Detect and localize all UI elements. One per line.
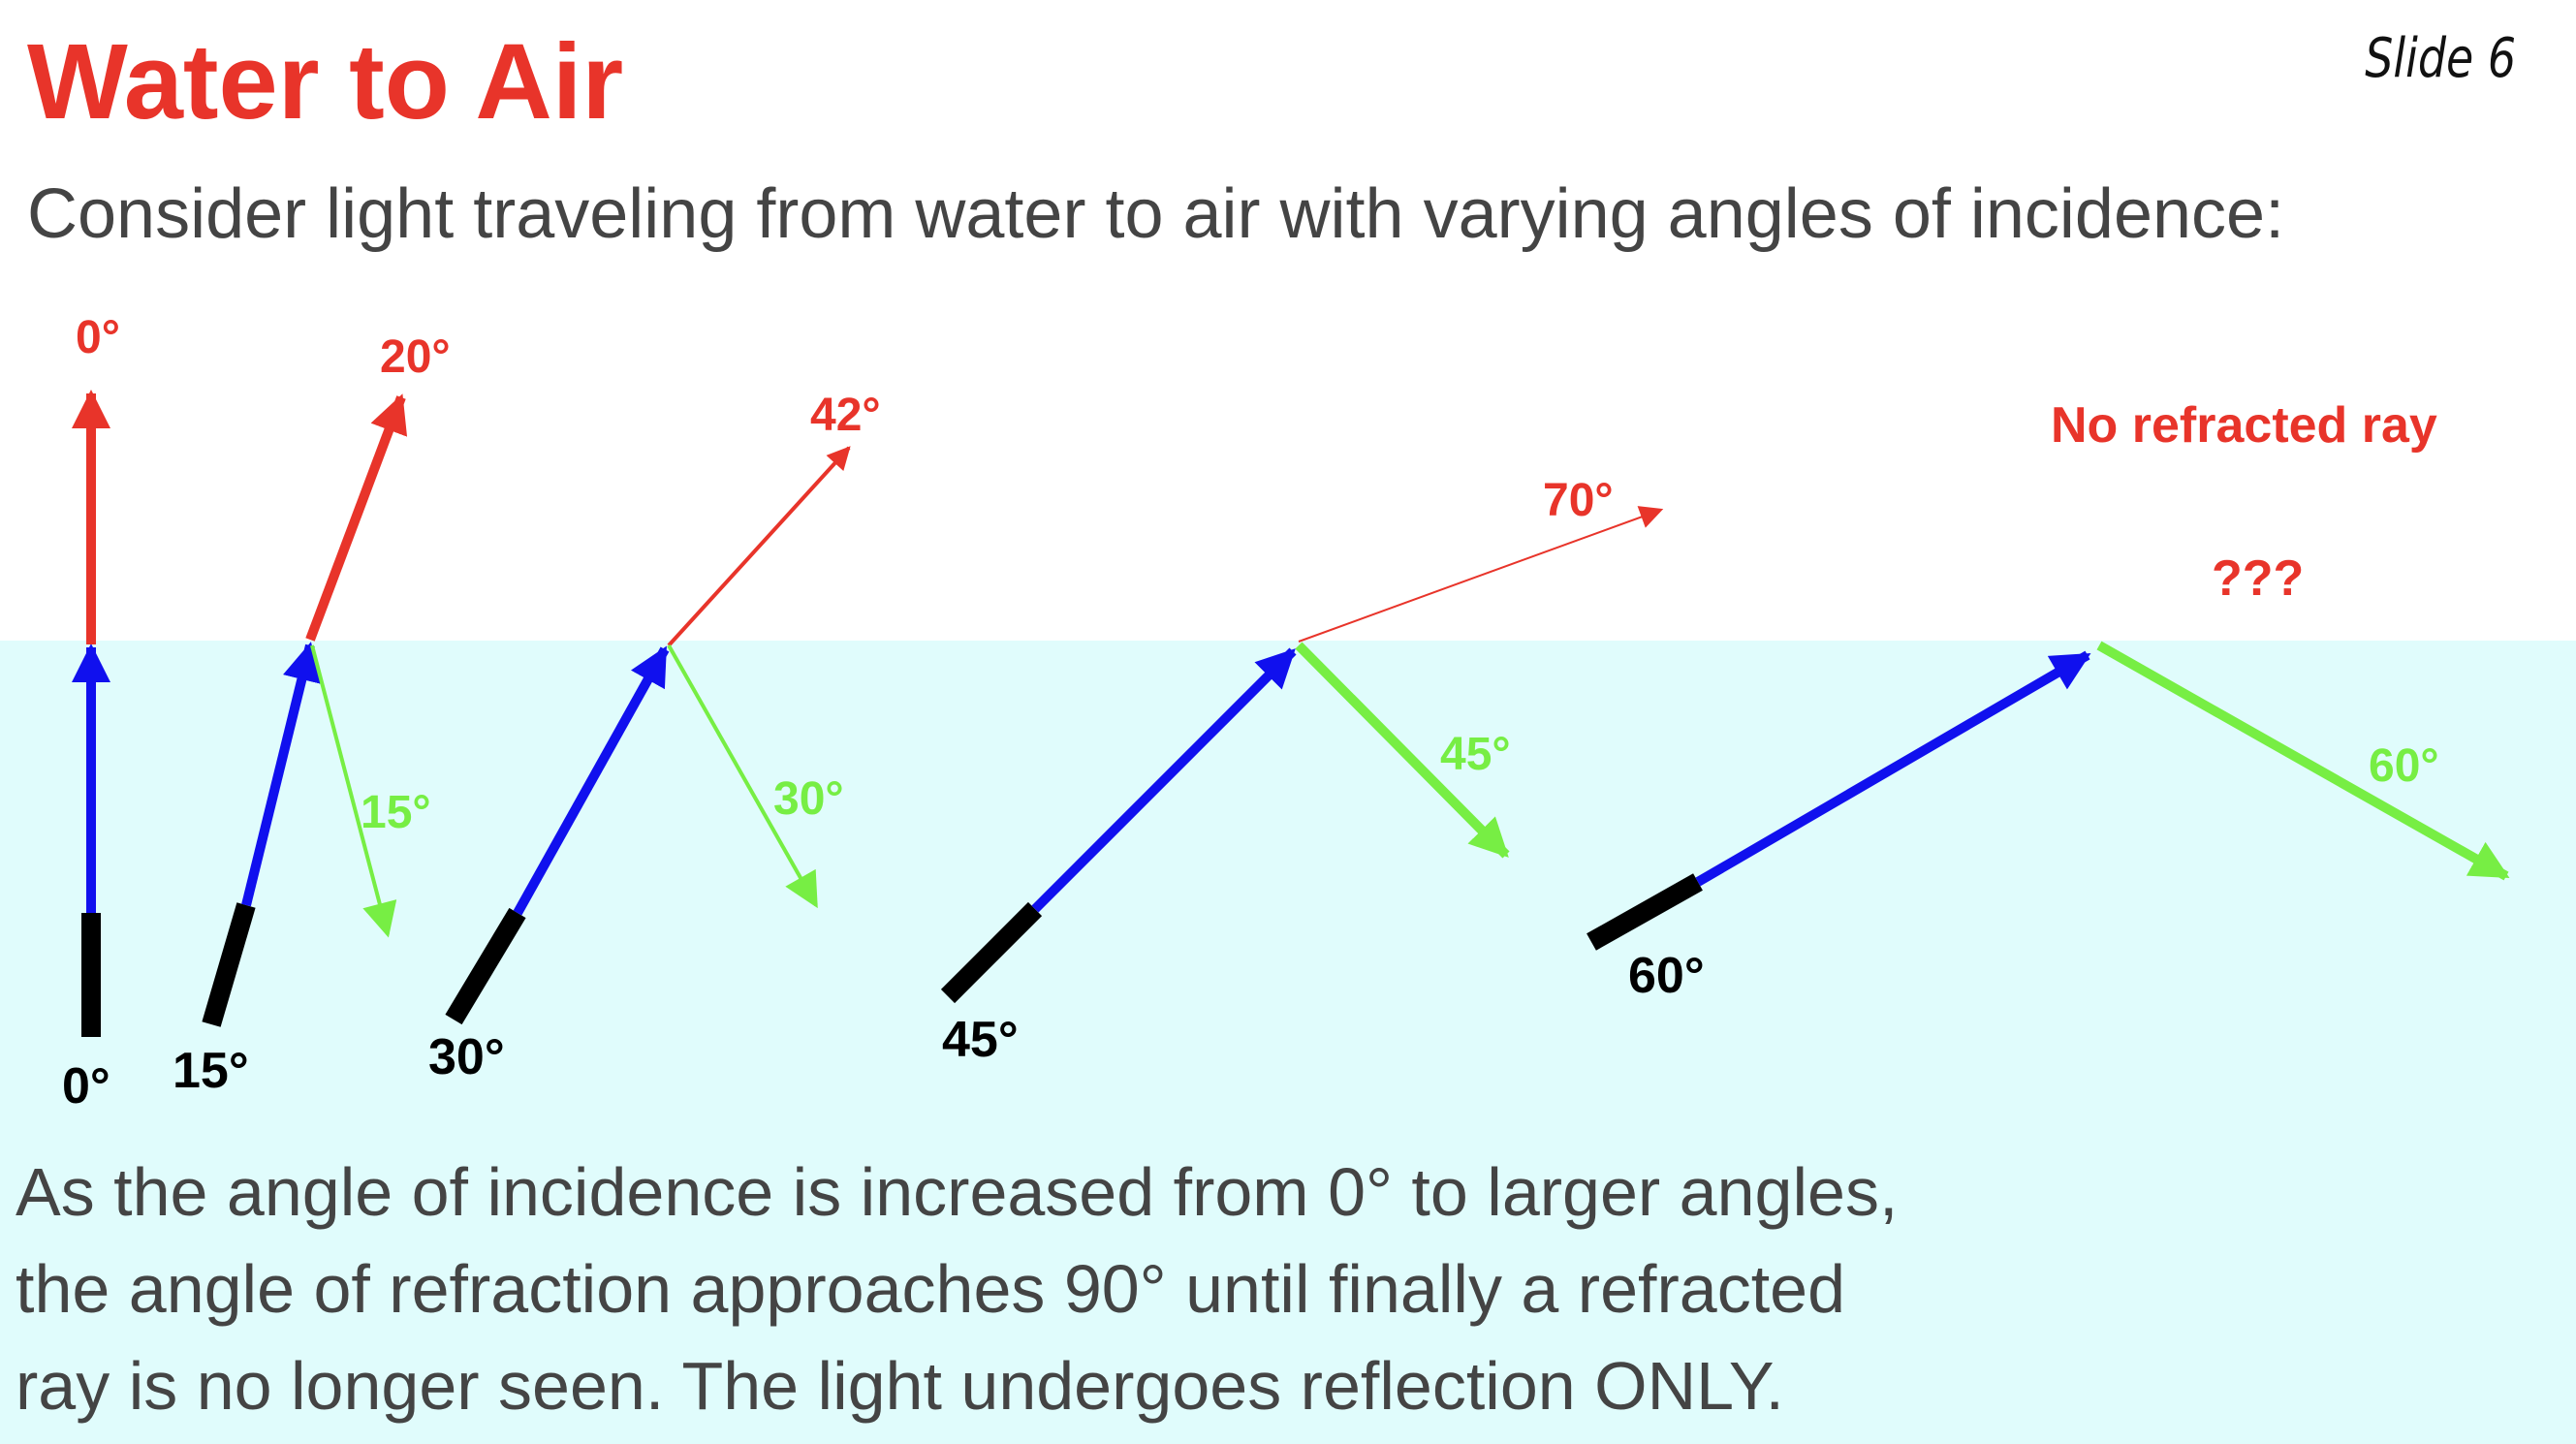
refraction-label-60: ??? — [2212, 550, 2304, 607]
case-0deg: 0° 0° — [62, 312, 120, 1114]
refracted-ray-45 — [1298, 506, 1664, 643]
incidence-label-30: 30° — [428, 1029, 505, 1085]
refraction-label-0: 0° — [76, 312, 120, 363]
light-source-15 — [202, 902, 256, 1027]
incident-ray-60 — [1695, 650, 2091, 887]
intro-text: Consider light traveling from water to a… — [27, 175, 2285, 253]
incident-ray-15 — [241, 642, 321, 907]
slide-number: Slide 6 — [2365, 27, 2516, 90]
incidence-label-45: 45° — [942, 1012, 1019, 1068]
incident-ray-30 — [513, 645, 670, 916]
light-source-60 — [1586, 873, 1703, 951]
case-60deg: No refracted ray ??? 60° 60° — [1586, 397, 2510, 1004]
refracted-ray-15 — [305, 393, 408, 642]
water-region — [0, 641, 2576, 1444]
reflection-label-45: 45° — [1440, 729, 1511, 780]
light-source-45 — [940, 901, 1043, 1004]
summary-line-3: ray is no longer seen. The light undergo… — [16, 1348, 1784, 1424]
incidence-label-0: 0° — [62, 1058, 110, 1114]
case-15deg: 20° 15° 15° — [173, 331, 451, 1099]
refraction-label-15: 20° — [380, 331, 451, 383]
reflection-label-30: 30° — [773, 773, 844, 825]
summary-text: As the angle of incidence is increased f… — [16, 1144, 2196, 1434]
slide-title: Water to Air — [27, 22, 624, 141]
case-45deg: 70° 45° 45° — [940, 475, 1664, 1068]
no-refracted-ray-note: No refracted ray — [2051, 397, 2437, 454]
reflection-label-60: 60° — [2369, 740, 2439, 792]
refraction-label-45: 70° — [1543, 475, 1614, 526]
reflection-label-15: 15° — [361, 787, 431, 838]
incident-ray-45 — [1031, 647, 1297, 913]
case-30deg: 42° 30° 30° — [428, 390, 881, 1085]
summary-line-1: As the angle of incidence is increased f… — [16, 1154, 1899, 1230]
refraction-label-30: 42° — [810, 390, 881, 441]
reflected-ray-45 — [1295, 642, 1510, 859]
reflected-ray-15 — [310, 644, 397, 938]
reflected-ray-30 — [667, 644, 818, 909]
reflected-ray-60 — [2096, 641, 2510, 881]
incidence-label-15: 15° — [173, 1043, 249, 1099]
light-source-30 — [445, 907, 526, 1025]
summary-line-2: the angle of refraction approaches 90° u… — [16, 1251, 1846, 1327]
incidence-label-60: 60° — [1628, 948, 1705, 1004]
refracted-ray-30 — [667, 446, 851, 647]
